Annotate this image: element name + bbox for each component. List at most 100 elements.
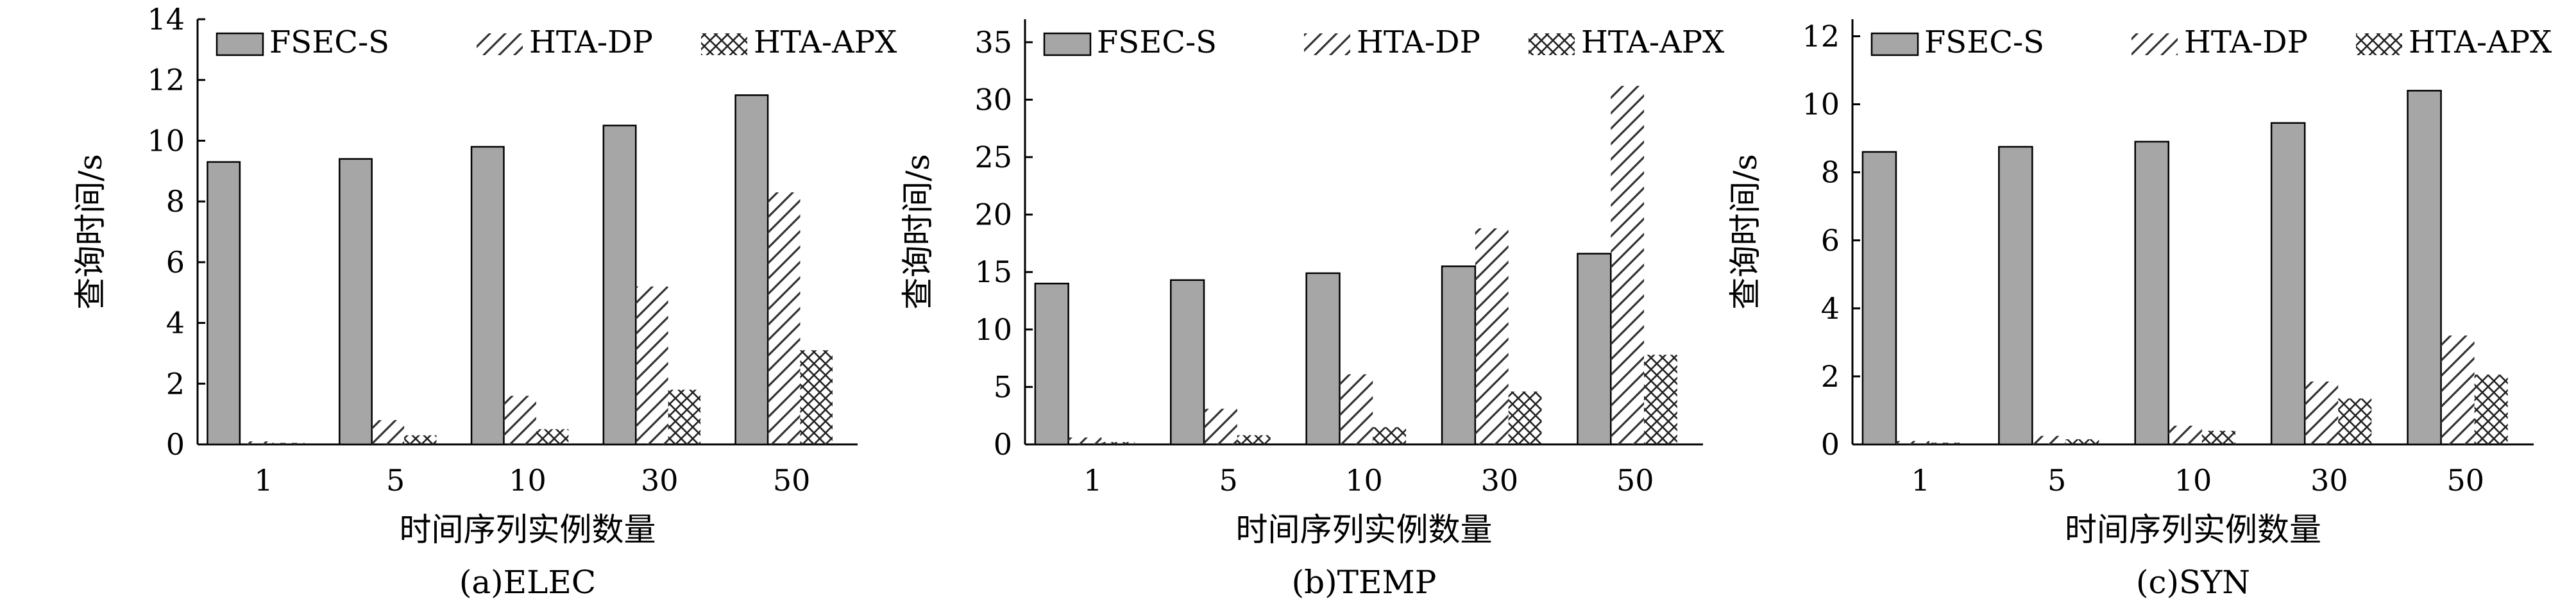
x-tick-label: 5 — [1219, 463, 1237, 498]
bar-fsec-30 — [602, 124, 637, 446]
bar-htadp-30 — [636, 286, 668, 444]
legend: FSEC-S HTA-DP HTA-APX — [216, 24, 897, 60]
bar-htaapx-50 — [2474, 375, 2508, 444]
y-axis-label: 查询时间/s — [1727, 154, 1764, 310]
bar-htadp-50 — [1611, 85, 1645, 444]
x-tick-label: 50 — [1616, 463, 1654, 498]
x-axis-label: 时间序列实例数量 — [2065, 511, 2321, 548]
y-tick-label: 10 — [974, 312, 1012, 347]
legend-label-htaapx: HTA-APX — [2409, 24, 2552, 60]
legend-label-htadp: HTA-DP — [529, 24, 653, 60]
bar-htadp-5 — [1204, 408, 1237, 444]
y-tick-label: 2 — [1821, 359, 1840, 394]
bar-fsec-1 — [1861, 151, 1897, 446]
bar-htaapx-10 — [2201, 430, 2235, 444]
bar-htaapx-10 — [1373, 427, 1407, 444]
bar-htadp-30 — [1475, 228, 1509, 444]
legend-swatch-fsec — [1043, 32, 1092, 56]
bar-fsec-1 — [207, 161, 241, 446]
legend-label-htaapx: HTA-APX — [1581, 24, 1724, 60]
bar-fsec-10 — [2134, 140, 2170, 446]
bar-fsec-30 — [2270, 122, 2306, 446]
bar-htaapx-30 — [668, 389, 701, 444]
x-axis-label: 时间序列实例数量 — [1236, 511, 1493, 548]
legend-label-htaapx: HTA-APX — [754, 24, 897, 60]
y-axis-label: 查询时间/s — [72, 154, 109, 310]
bar-htadp-10 — [504, 396, 536, 444]
y-tick-label: 4 — [1821, 291, 1840, 326]
bar-fsec-10 — [470, 146, 505, 446]
x-tick-label: 30 — [2310, 463, 2348, 498]
y-tick-label: 12 — [147, 63, 185, 97]
legend-swatch-fsec — [216, 32, 264, 56]
x-tick-label: 5 — [386, 463, 405, 498]
bar-htadp-1 — [1895, 441, 1930, 444]
y-tick-label: 35 — [974, 25, 1012, 60]
y-tick-label: 20 — [974, 198, 1012, 232]
y-tick-label: 2 — [166, 366, 185, 401]
y-tick-label: 0 — [994, 427, 1012, 462]
bar-htadp-1 — [1068, 437, 1102, 444]
x-tick-label: 1 — [1911, 463, 1930, 498]
y-tick-label: 10 — [147, 123, 185, 158]
subplot-caption: (b)TEMP — [1292, 564, 1437, 601]
x-tick-label: 30 — [1481, 463, 1519, 498]
x-tick-label: 10 — [1345, 463, 1383, 498]
bar-htaapx-5 — [2065, 439, 2099, 444]
bar-htaapx-30 — [2338, 398, 2372, 444]
y-tick-label: 8 — [1821, 155, 1840, 190]
bar-htaapx-50 — [800, 350, 833, 444]
bar-htadp-50 — [2441, 335, 2475, 444]
bar-fsec-50 — [734, 94, 769, 446]
x-axis-label: 时间序列实例数量 — [400, 511, 656, 548]
legend-swatch-htaapx — [1529, 33, 1575, 55]
bar-htadp-30 — [2305, 381, 2339, 444]
y-tick-label: 6 — [1821, 223, 1840, 258]
y-tick-label: 5 — [994, 369, 1012, 404]
bar-fsec-30 — [1441, 265, 1477, 446]
legend-label-fsec: FSEC-S — [269, 24, 389, 60]
legend-label-fsec: FSEC-S — [1924, 24, 2044, 60]
y-tick-label: 15 — [974, 255, 1012, 289]
y-tick-label: 10 — [1802, 87, 1840, 122]
x-tick-label: 1 — [254, 463, 273, 498]
y-tick-label: 25 — [974, 140, 1012, 174]
bar-htaapx-1 — [1929, 442, 1963, 444]
y-tick-label: 4 — [166, 306, 185, 341]
legend-swatch-htadp — [477, 33, 523, 55]
y-tick-label: 8 — [166, 184, 185, 219]
bar-htadp-50 — [768, 192, 801, 444]
bar-htadp-10 — [2168, 425, 2202, 444]
subplot-caption: (c)SYN — [2136, 564, 2250, 601]
y-tick-label: 12 — [1802, 19, 1840, 54]
y-tick-label: 0 — [166, 427, 185, 462]
bar-htaapx-5 — [404, 435, 437, 444]
x-tick-label: 50 — [773, 463, 811, 498]
x-tick-label: 10 — [509, 463, 547, 498]
x-tick-label: 50 — [2447, 463, 2485, 498]
y-tick-label: 14 — [147, 2, 185, 37]
bar-fsec-5 — [1170, 279, 1205, 446]
bar-fsec-5 — [1998, 146, 2033, 446]
bar-htaapx-5 — [1237, 435, 1271, 444]
bar-htadp-5 — [2032, 435, 2066, 444]
bar-htaapx-1 — [1101, 442, 1135, 444]
legend-swatch-fsec — [1870, 32, 1919, 56]
bar-fsec-50 — [2407, 90, 2442, 446]
bar-fsec-50 — [1577, 253, 1612, 446]
y-tick-label: 30 — [974, 82, 1012, 117]
legend-label-htadp: HTA-DP — [2184, 24, 2308, 60]
x-tick-label: 1 — [1083, 463, 1102, 498]
bar-htaapx-50 — [1644, 355, 1677, 444]
chart-1: 0 2 4 6 8 10 12 14 查询时间/s 1 5 10 30 50 时间序列实例数量 (a)ELEC… — [72, 2, 897, 601]
bar-htaapx-10 — [536, 429, 569, 444]
bar-fsec-1 — [1034, 282, 1069, 446]
bar-htadp-5 — [371, 420, 405, 444]
x-tick-label: 10 — [2174, 463, 2212, 498]
chart-3: 0 2 4 6 8 10 12 查询时间/s 1 5 10 30 50 时间序列实例数量 (c)SYN FSE… — [1727, 19, 2552, 601]
bar-fsec-10 — [1305, 272, 1341, 446]
legend: FSEC-S HTA-DP HTA-APX — [1043, 24, 1724, 60]
legend: FSEC-S HTA-DP HTA-APX — [1870, 24, 2552, 60]
